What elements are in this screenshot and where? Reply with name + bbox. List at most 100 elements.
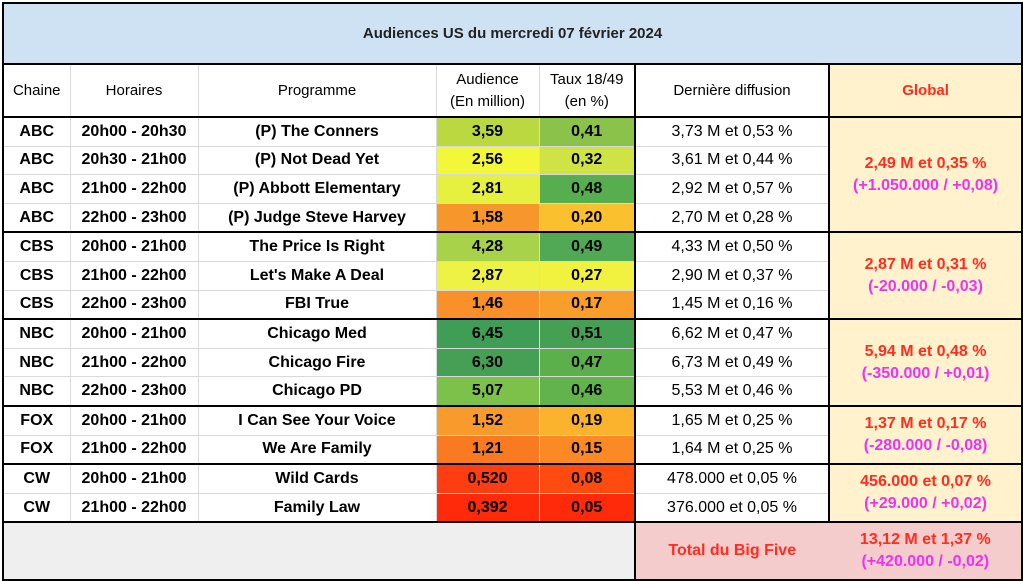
program-cell: The Price Is Right [197,231,437,262]
channel-cell: NBC [2,376,71,407]
audience-cell: 2,56 [435,145,540,176]
channel-cell: CBS [2,289,71,320]
audience-cell: 2,81 [435,174,540,204]
timeslot-cell: 21h00 - 22h00 [69,492,199,523]
global-difference: (+29.000 / +0,02) [864,495,987,513]
table-row: CW 20h00 - 21h00 Wild Cards 0,520 0,08 478.00… [2,463,1023,524]
audience-cell: 6,30 [435,347,540,378]
rating-cell: 0,41 [538,115,636,147]
header-global: Global [827,63,1023,118]
timeslot-cell: 20h00 - 21h00 [69,404,199,436]
channel-cell: ABC [2,202,71,233]
program-cell: Family Law [197,492,437,523]
program-cell: I Can See Your Voice [197,404,437,436]
rating-cell: 0,47 [538,347,636,378]
last-broadcast-cell: 2,70 M et 0,28 % [634,202,830,233]
channel-cell: CW [2,492,71,523]
table-row: CBS 21h00 - 22h00 Let's Make A Deal 2,87 0,2… [2,260,1022,291]
header-row: Chaine Horaires Programme Audience (En mi… [2,63,1023,118]
rating-cell: 0,05 [538,492,636,523]
blank-cell [2,521,636,581]
table-row: FOX 20h00 - 21h00 I Can See Your Voice 1,52… [2,404,1023,466]
rating-cell: 0,20 [538,202,636,233]
global-audience: 5,94 M et 0,48 % [864,342,987,360]
header-audience: Audience (En million) [435,63,540,118]
global-difference: (+1.050.000 / +0,08) [853,176,999,194]
program-cell: Chicago PD [197,376,437,407]
rating-cell: 0,08 [538,463,636,494]
channel-cell: FOX [2,404,71,436]
timeslot-cell: 21h00 - 22h00 [69,434,199,465]
last-broadcast-cell: 2,90 M et 0,37 % [634,260,830,291]
program-cell: Chicago Fire [197,347,437,378]
header-programme: Programme [197,63,437,118]
table-row: ABC 21h00 - 22h00 (P) Abbott Elementary 2,8… [2,174,1022,204]
global-audience: 456.000 et 0,07 % [860,473,991,491]
program-cell: We Are Family [197,434,437,465]
table-row: ABC 20h00 - 20h30 (P) The Conners 3,59 0,41 3… [2,115,1023,234]
audience-cell: 4,28 [435,231,540,262]
program-cell: (P) The Conners [197,115,437,147]
program-cell: (P) Not Dead Yet [197,145,437,176]
timeslot-cell: 20h00 - 21h00 [69,231,199,262]
last-broadcast-cell: 3,73 M et 0,53 % [634,115,830,147]
audience-cell: 1,58 [435,202,540,233]
rating-cell: 0,19 [538,404,636,436]
audience-cell: 2,87 [435,260,540,291]
header-taux: Taux 18/49 (en %) [538,63,636,118]
program-cell: Wild Cards [197,463,437,494]
table-row: ABC 22h00 - 23h00 (P) Judge Steve Harvey 1,… [2,202,1022,233]
last-broadcast-cell: 5,53 M et 0,46 % [634,376,830,407]
table-row: CW 21h00 - 22h00 Family Law 0,392 0,05 376.00… [2,492,1022,523]
rating-cell: 0,48 [538,174,636,204]
header-audience-line1: Audience [456,70,519,88]
table-row: NBC 21h00 - 22h00 Chicago Fire 6,30 0,47 6,73… [2,347,1022,378]
total-label: Total du Big Five [634,521,830,581]
program-cell: FBI True [197,289,437,320]
rating-cell: 0,49 [538,231,636,262]
last-broadcast-cell: 6,73 M et 0,49 % [634,347,830,378]
total-difference: (+420.000 / -0,02) [861,553,990,571]
header-taux-line1: Taux 18/49 [550,70,624,88]
audience-cell: 5,07 [435,376,540,407]
last-broadcast-cell: 376.000 et 0,05 % [634,492,830,523]
timeslot-cell: 21h00 - 22h00 [69,174,199,204]
last-broadcast-cell: 1,65 M et 0,25 % [634,404,830,436]
audience-cell: 3,59 [435,115,540,147]
table-row: NBC 20h00 - 21h00 Chicago Med 6,45 0,51 6,62 … [2,318,1023,407]
table-row: NBC 22h00 - 23h00 Chicago PD 5,07 0,46 5,53 M… [2,376,1022,407]
timeslot-cell: 20h00 - 21h00 [69,463,199,494]
channel-cell: FOX [2,434,71,465]
last-broadcast-cell: 6,62 M et 0,47 % [634,318,830,349]
global-difference: (-350.000 / +0,01) [861,364,990,382]
rating-cell: 0,51 [538,318,636,349]
timeslot-cell: 20h00 - 21h00 [69,318,199,349]
last-broadcast-cell: 1,64 M et 0,25 % [634,434,830,465]
global-cell: 2,87 M et 0,31 % (-20.000 / -0,03) [827,231,1023,321]
last-broadcast-cell: 2,92 M et 0,57 % [634,174,830,204]
rating-cell: 0,32 [538,145,636,176]
audience-cell: 6,45 [435,318,540,349]
audience-cell: 0,520 [435,463,540,494]
channel-cell: ABC [2,145,71,176]
rating-cell: 0,46 [538,376,636,407]
header-chaine: Chaine [2,63,71,118]
total-value: 13,12 M et 1,37 % (+420.000 / -0,02) [828,521,1023,581]
program-cell: (P) Abbott Elementary [197,174,437,204]
program-cell: Let's Make A Deal [197,260,437,291]
channel-cell: NBC [2,347,71,378]
rating-cell: 0,27 [538,260,636,291]
last-broadcast-cell: 3,61 M et 0,44 % [634,145,830,176]
channel-cell: CBS [2,260,71,291]
global-audience: 1,37 M et 0,17 % [864,415,987,433]
header-horaires: Horaires [69,63,199,118]
global-difference: (-280.000 / -0,08) [863,437,988,455]
global-audience: 2,87 M et 0,31 % [864,255,987,273]
timeslot-cell: 20h00 - 20h30 [69,115,199,147]
audience-cell: 1,21 [435,434,540,465]
timeslot-cell: 21h00 - 22h00 [69,347,199,378]
table-title: Audiences US du mercredi 07 février 2024 [1,2,1023,65]
timeslot-cell: 20h30 - 21h00 [69,145,199,176]
